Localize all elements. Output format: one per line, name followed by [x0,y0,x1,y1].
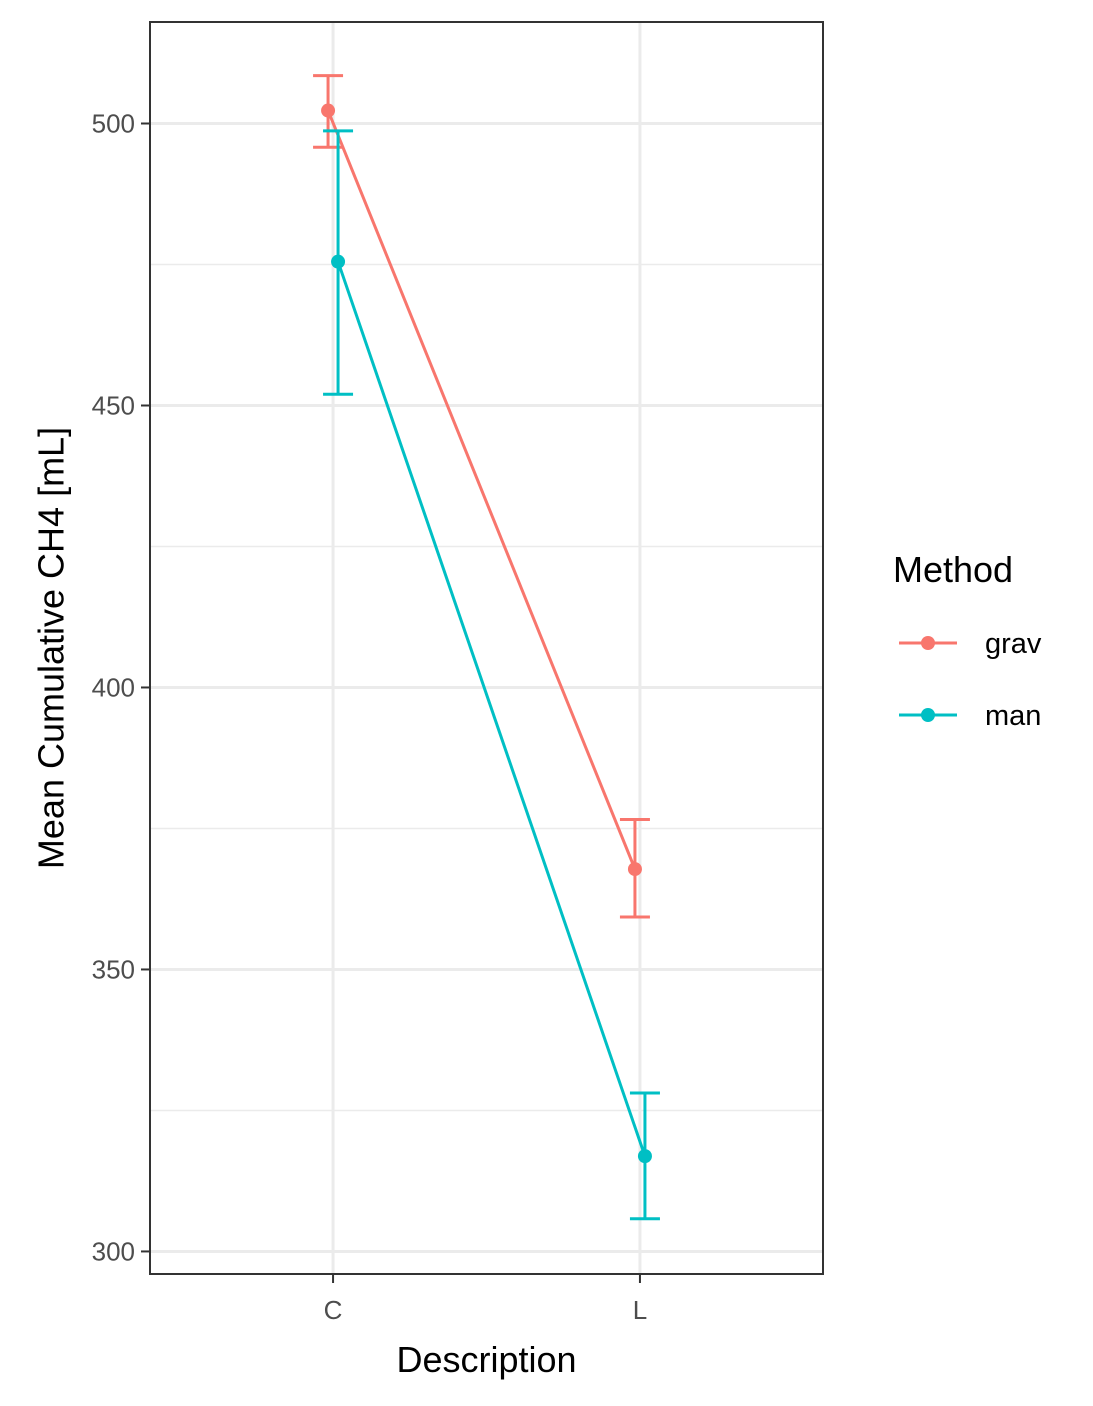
grid-major [150,22,823,1274]
legend-title: Method [893,549,1013,590]
data-point-grav [627,862,642,877]
x-axis-title: Description [396,1339,576,1380]
legend-label-man: man [985,700,1041,732]
x-tick-label: C [324,1295,343,1325]
x-tick-label: L [633,1295,647,1325]
y-axis-title: Mean Cumulative CH4 [mL] [31,427,72,869]
y-tick-label: 300 [92,1236,135,1266]
series-line-man [336,261,647,1157]
legend-key-point-grav [921,636,935,650]
panel-border [149,21,824,1275]
legend-key-point-man [921,708,935,722]
y-axis: 300 350 400 450 500 [92,109,150,1266]
legend: Method grav man [893,549,1042,732]
legend-label-grav: grav [985,628,1042,660]
y-tick-label: 450 [92,390,135,420]
data-point-grav [321,103,336,118]
data-point-man [637,1149,652,1164]
data-point-man [331,254,346,269]
series-layer [313,74,660,1221]
series-line-grav [326,109,637,870]
y-tick-label: 500 [92,109,135,139]
y-tick-label: 400 [92,672,135,702]
y-tick-label: 350 [92,954,135,984]
grid-minor [150,263,823,1112]
